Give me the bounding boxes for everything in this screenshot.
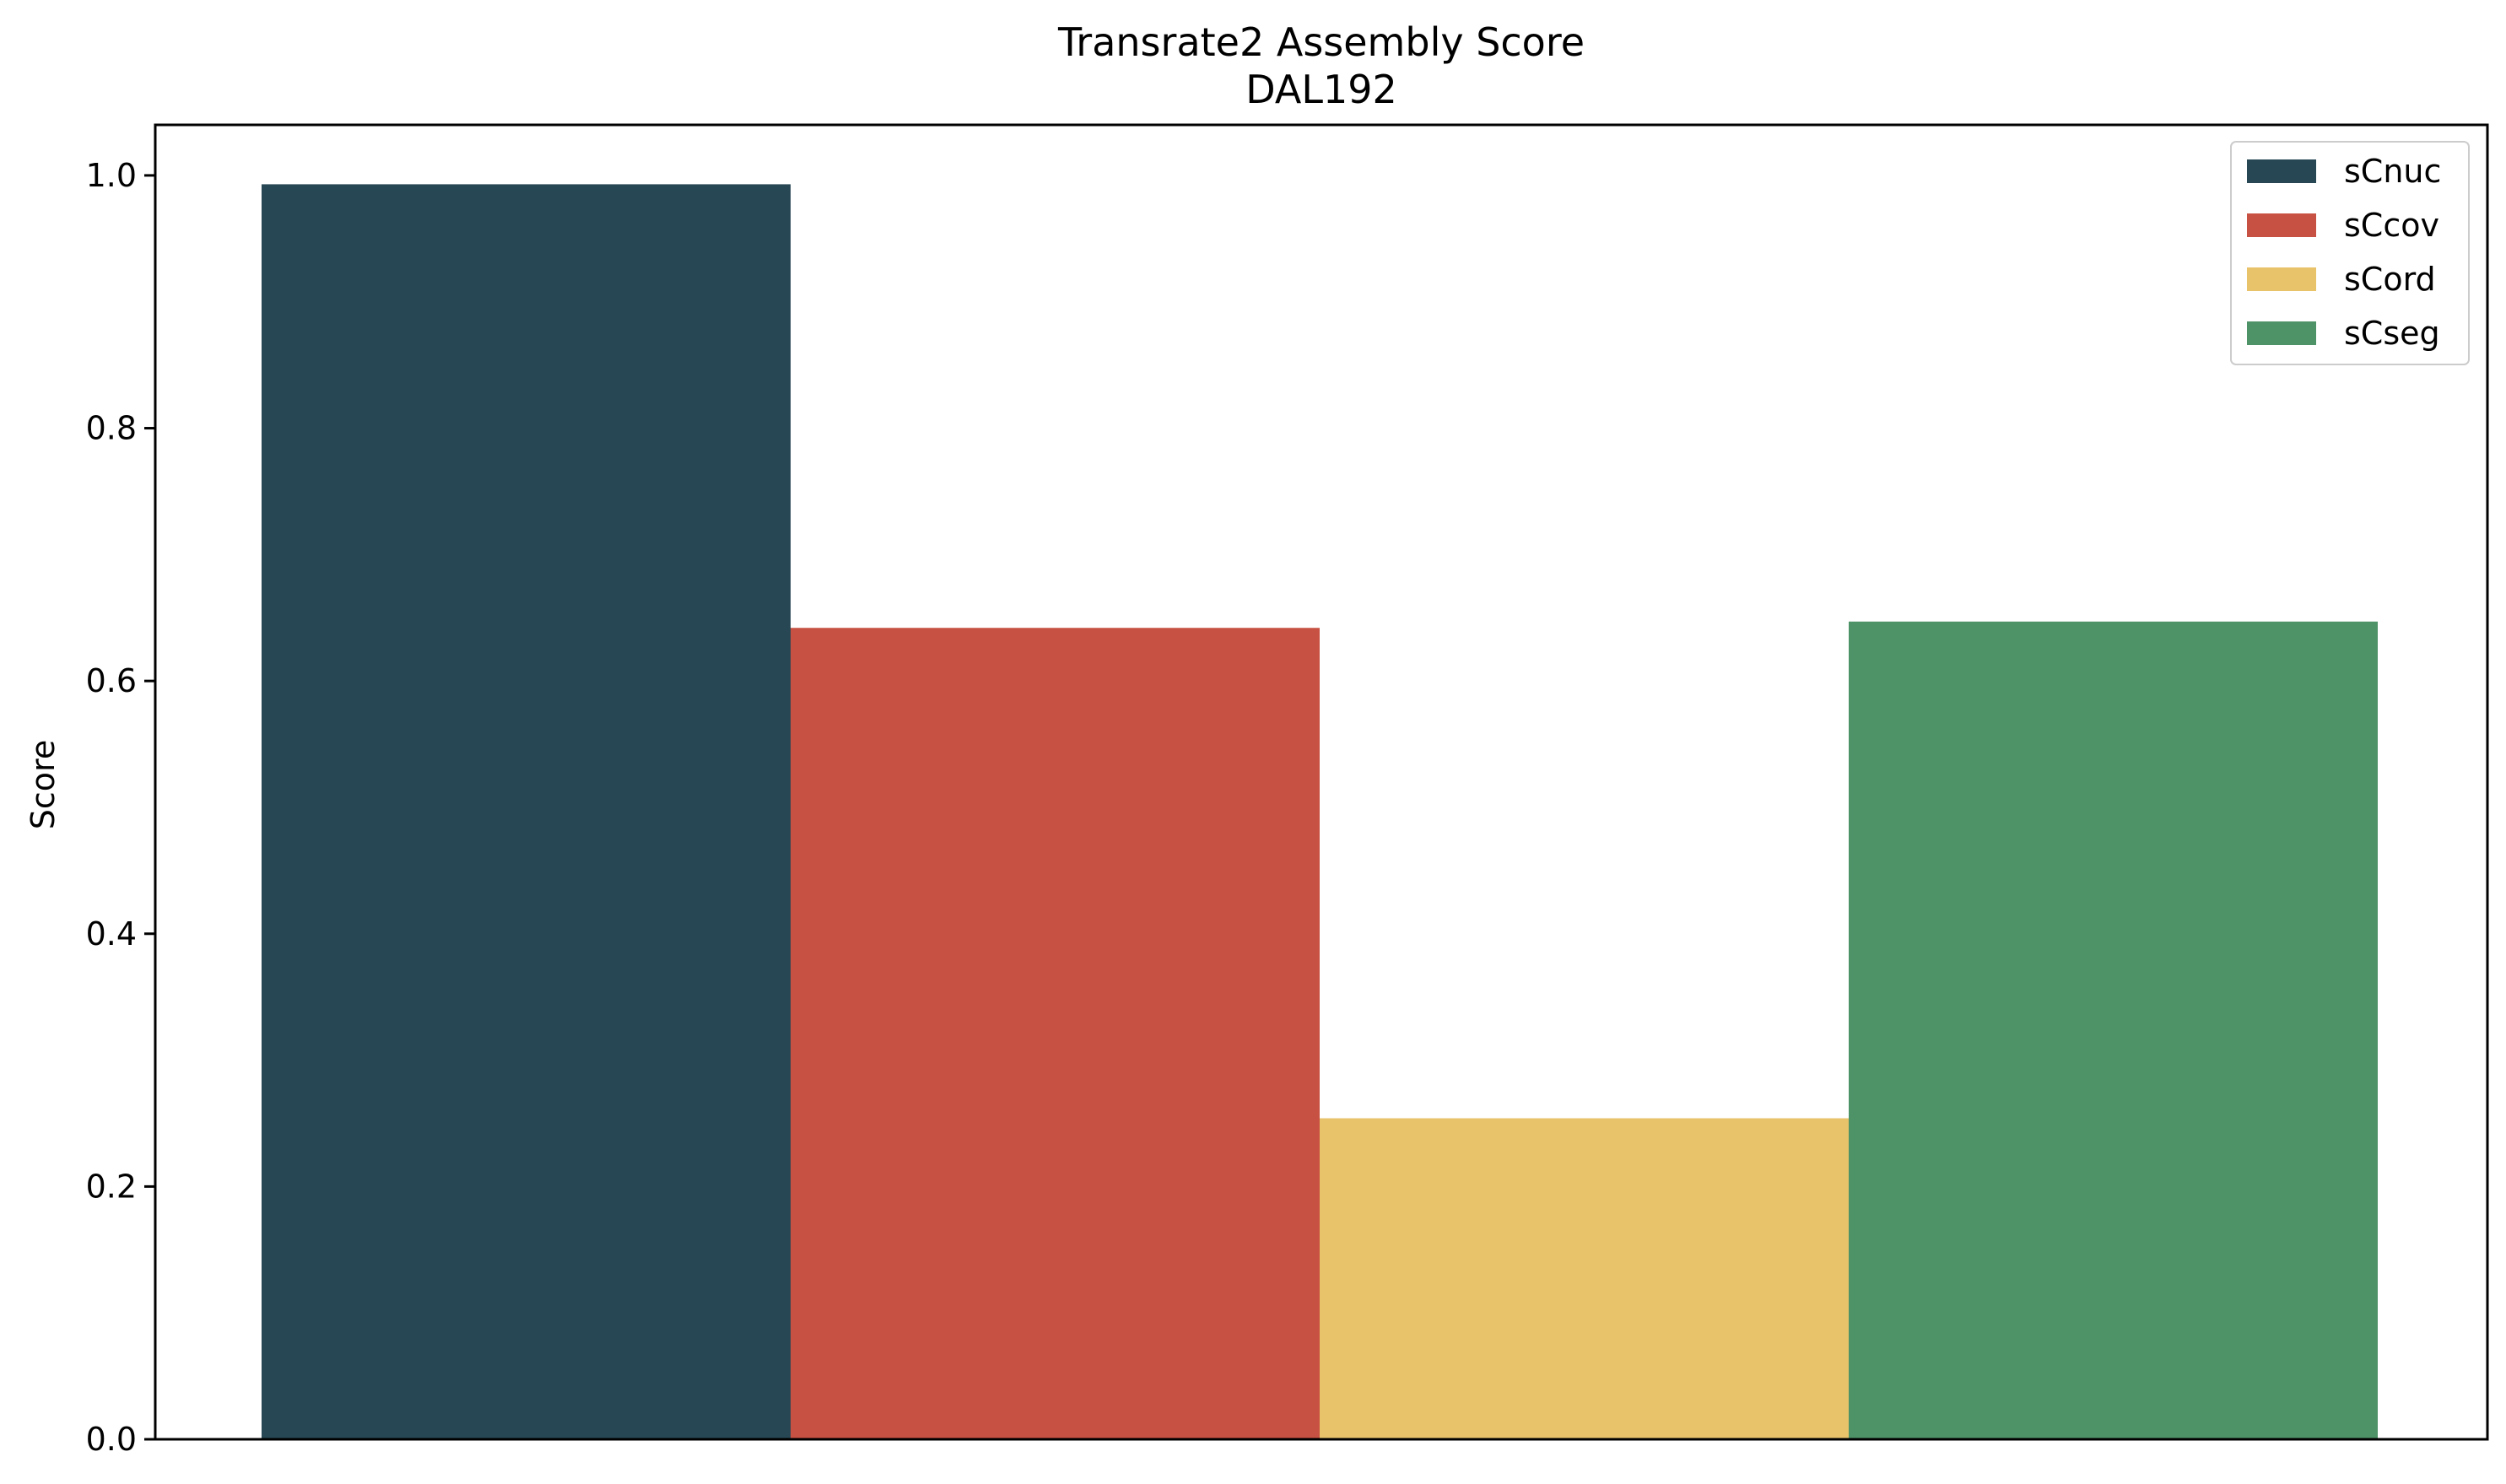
legend-swatch-sCord	[2247, 267, 2316, 291]
bar-sCord	[1320, 1118, 1849, 1439]
legend-label-sCseg: sCseg	[2344, 315, 2440, 352]
y-axis-label: Score	[24, 740, 62, 829]
legend-box	[2230, 141, 2470, 365]
legend-label-sCcov: sCcov	[2344, 207, 2439, 244]
chart-subtitle: DAL192	[1245, 67, 1397, 112]
legend-label-sCord: sCord	[2344, 261, 2436, 298]
y-tick-label: 0.2	[86, 1168, 137, 1205]
y-tick-label: 1.0	[86, 157, 137, 194]
legend-swatch-sCnuc	[2247, 159, 2316, 183]
bar-sCseg	[1849, 621, 2378, 1439]
plot-frame	[154, 123, 2489, 1441]
y-tick-label: 0.8	[86, 410, 137, 447]
y-tick-label: 0.0	[86, 1421, 137, 1458]
chart-title: Transrate2 Assembly Score	[1057, 19, 1585, 65]
y-tick-label: 0.6	[86, 662, 137, 699]
legend-swatch-sCcov	[2247, 213, 2316, 237]
legend: sCnuc sCcov sCord sCseg	[2230, 141, 2470, 365]
bar-sCnuc	[262, 184, 791, 1439]
legend-swatch-sCseg	[2247, 321, 2316, 345]
bars-group	[262, 184, 2378, 1439]
legend-label-sCnuc: sCnuc	[2344, 153, 2441, 190]
bar-sCcov	[791, 628, 1320, 1439]
y-tick-label: 0.4	[86, 915, 137, 952]
y-axis: 0.0 0.2 0.4 0.6 0.8 1.0	[86, 157, 155, 1458]
